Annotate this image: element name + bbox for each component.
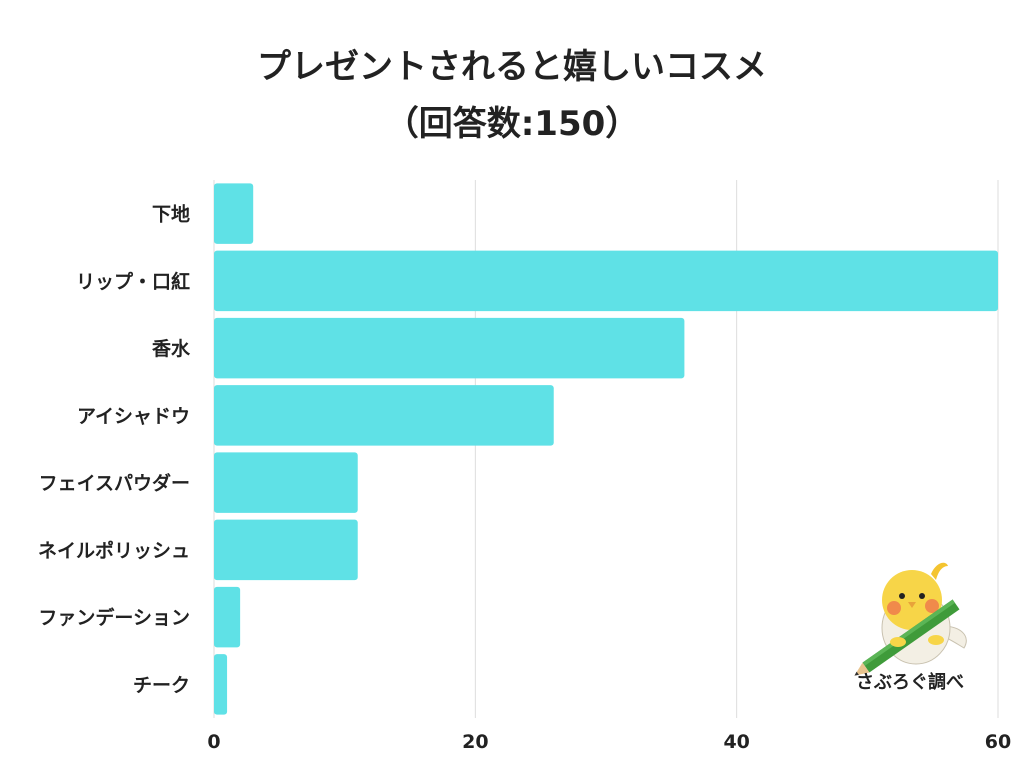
x-tick-label: 60	[985, 731, 1011, 753]
x-tick-label: 0	[207, 731, 220, 753]
bar	[214, 385, 554, 446]
bar	[214, 317, 685, 379]
category-label: フェイスパウダー	[39, 472, 190, 495]
x-tick-label: 40	[723, 731, 749, 753]
bar	[214, 519, 358, 581]
credit-label: さぶろぐ調べ	[856, 672, 964, 693]
x-tick-labels: 0 20 40 60	[207, 731, 1011, 753]
bar	[214, 183, 254, 244]
bar	[214, 654, 228, 715]
category-label: ファンデーション	[38, 606, 190, 629]
category-label: チーク	[133, 674, 190, 696]
category-label: 香水	[151, 338, 191, 360]
bars	[214, 183, 998, 715]
bird-pencil-icon	[854, 562, 967, 676]
x-tick-label: 20	[462, 731, 488, 753]
chart-title: プレゼントされると嬉しいコスメ	[257, 47, 767, 87]
chart-subtitle: （回答数:150）	[384, 104, 640, 144]
category-labels: 下地リップ・口紅香水アイシャドウフェイスパウダーネイルポリッシュファンデーション…	[38, 203, 191, 697]
bar	[214, 452, 358, 513]
bar	[214, 586, 241, 648]
category-label: 下地	[152, 203, 190, 226]
category-label: ネイルポリッシュ	[38, 539, 190, 562]
category-label: リップ・口紅	[76, 270, 190, 293]
bar	[214, 250, 998, 312]
category-label: アイシャドウ	[77, 405, 190, 427]
